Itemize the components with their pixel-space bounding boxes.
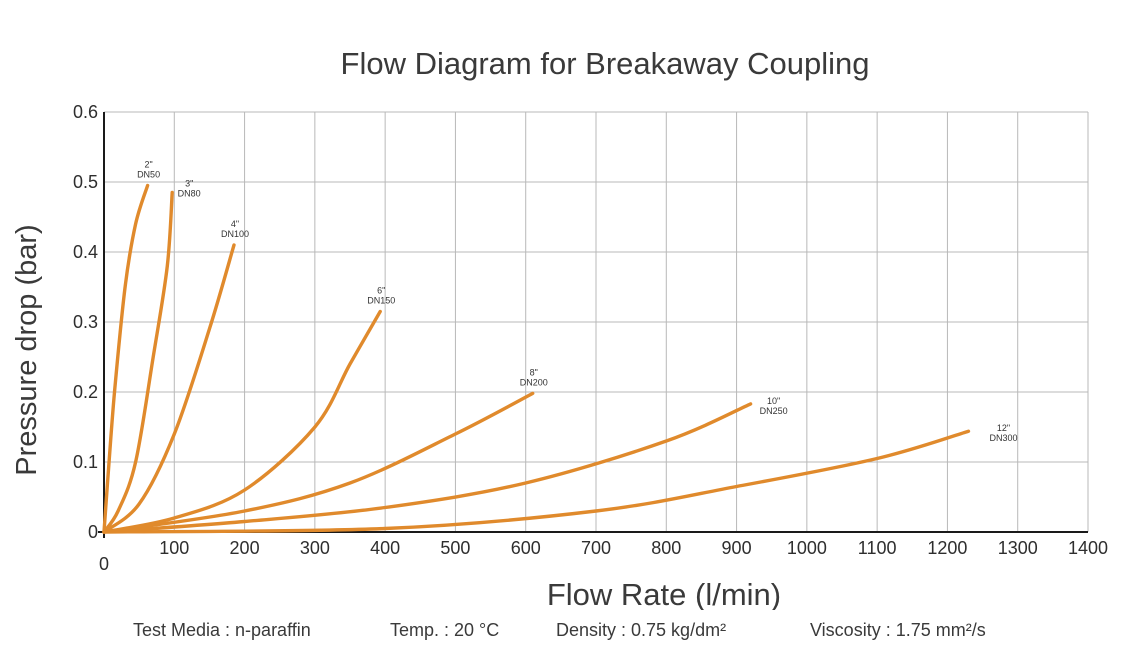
x-tick-label-4: 400 — [370, 538, 400, 558]
y-tick-label-0: 0 — [88, 522, 98, 542]
series-label-dn-2: DN100 — [221, 229, 249, 239]
temperature-note: Temp. : 20 °C — [390, 620, 500, 640]
series-label-size-1: 3" — [185, 179, 193, 189]
x-tick-label-7: 700 — [581, 538, 611, 558]
x-tick-label-8: 800 — [651, 538, 681, 558]
density-note: Density : 0.75 kg/dm² — [556, 620, 727, 640]
series-label-size-0: 2" — [144, 160, 152, 170]
y-tick-label-1: 0.1 — [73, 452, 98, 472]
series-label-size-6: 12" — [997, 423, 1010, 433]
series-label-size-3: 6" — [377, 286, 385, 296]
y-axis-label: Pressure drop (bar) — [11, 224, 43, 475]
x-tick-label-11: 1100 — [858, 538, 897, 558]
x-axis-label: Flow Rate (l/min) — [547, 577, 781, 610]
series-label-dn-4: DN200 — [520, 377, 548, 387]
y-tick-label-6: 0.6 — [73, 102, 98, 122]
y-tick-label-3: 0.3 — [73, 312, 98, 332]
series-labels: 2"DN50 3"DN80 4"DN100 6"DN150 8"DN200 10"DN25… — [137, 160, 1017, 444]
series-curves — [102, 183, 971, 534]
test-media-note: Test Media : n-paraffin — [133, 620, 311, 640]
x-tick-label-9: 900 — [722, 538, 752, 558]
series-label-dn-5: DN250 — [760, 406, 788, 416]
x-tick-label-1: 100 — [159, 538, 189, 558]
series-label-size-4: 8" — [530, 367, 538, 377]
y-tick-label-2: 0.2 — [73, 382, 98, 402]
series-curve-2 — [102, 243, 236, 534]
x-tick-label-3: 300 — [300, 538, 330, 558]
series-label-dn-6: DN300 — [990, 433, 1018, 443]
series-curve-0 — [102, 183, 150, 534]
y-tick-label-4: 0.4 — [73, 242, 98, 262]
flow-chart: Flow Diagram for Breakaway Coupling 0 100… — [11, 46, 1108, 610]
chart-title: Flow Diagram for Breakaway Coupling — [341, 46, 870, 81]
x-tick-label-6: 600 — [511, 538, 541, 558]
series-label-dn-1: DN80 — [178, 189, 201, 199]
series-label-dn-0: DN50 — [137, 170, 160, 180]
grid — [103, 111, 1089, 533]
series-curve-4 — [102, 391, 535, 534]
x-tick-labels: 0 100 200 300 400 500 600 700 800 900 1000 1100 1200… — [99, 538, 1108, 574]
series-curve-3 — [102, 309, 382, 534]
series-label-size-5: 10" — [767, 396, 780, 406]
x-tick-label-0: 0 — [99, 554, 109, 574]
y-tick-label-5: 0.5 — [73, 172, 98, 192]
series-label-dn-3: DN150 — [367, 296, 395, 306]
x-tick-label-2: 200 — [230, 538, 260, 558]
series-label-size-2: 4" — [231, 219, 239, 229]
x-tick-label-5: 500 — [440, 538, 470, 558]
series-curve-6 — [102, 429, 971, 534]
x-tick-label-14: 1400 — [1068, 538, 1108, 558]
x-tick-label-12: 1200 — [927, 538, 967, 558]
series-curve-5 — [102, 402, 753, 534]
series-curve-1 — [102, 190, 174, 534]
viscosity-note: Viscosity : 1.75 mm²/s — [810, 620, 986, 640]
x-tick-label-10: 1000 — [787, 538, 827, 558]
y-tick-labels: 0 0.1 0.2 0.3 0.4 0.5 0.6 — [73, 102, 98, 542]
axes — [98, 112, 1088, 538]
x-tick-label-13: 1300 — [998, 538, 1038, 558]
